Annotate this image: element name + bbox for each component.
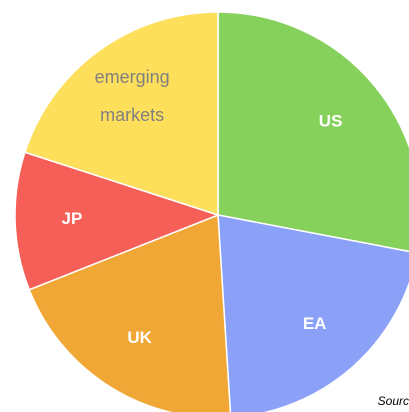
source-note: Sourc bbox=[378, 394, 409, 408]
pie-slice bbox=[14, 151, 221, 291]
pie-slice bbox=[23, 11, 219, 217]
slice-label: JP bbox=[62, 209, 83, 228]
pie-slice bbox=[217, 214, 409, 412]
slice-label: EA bbox=[303, 314, 327, 333]
pie-labels: US EA UK JP emerging markets bbox=[62, 67, 343, 347]
pie-slice bbox=[28, 213, 232, 412]
slice-label: emerging markets bbox=[95, 67, 170, 125]
pie-slice bbox=[217, 11, 409, 253]
slice-label: US bbox=[319, 111, 343, 130]
pie bbox=[14, 11, 409, 412]
slice-label: UK bbox=[127, 328, 152, 347]
